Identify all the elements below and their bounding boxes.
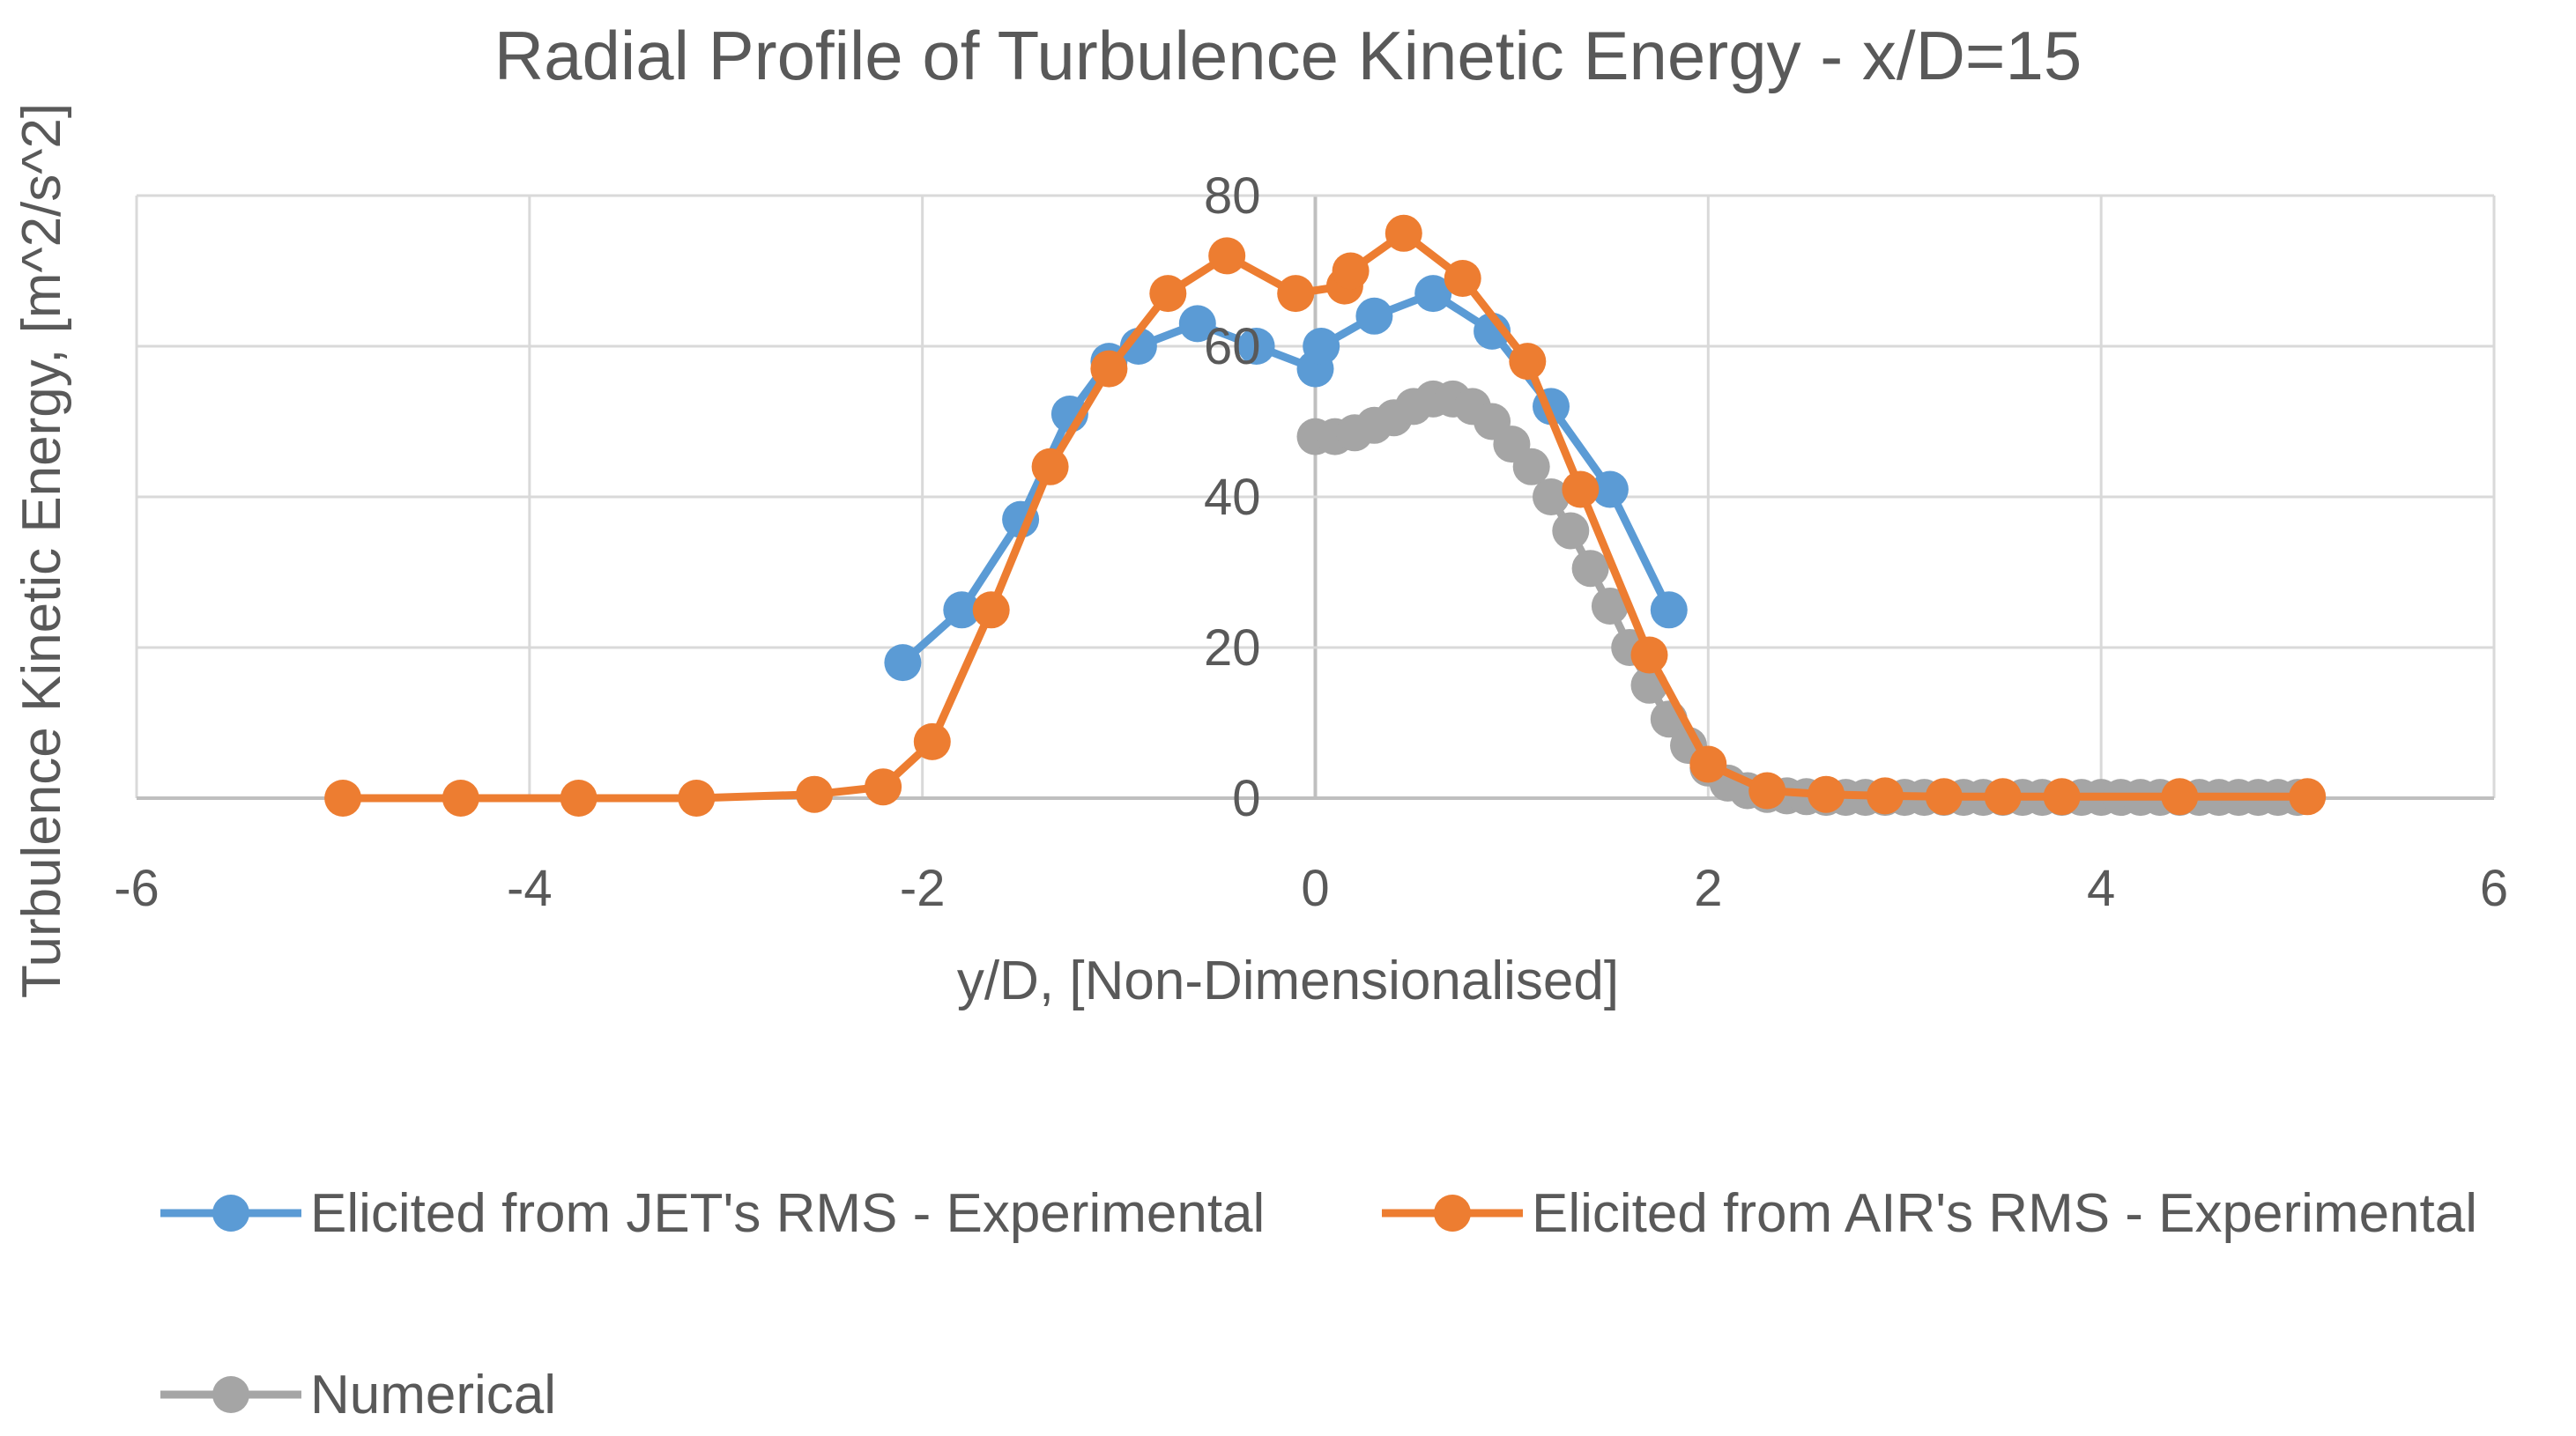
data-point bbox=[1689, 745, 1727, 783]
data-point bbox=[1090, 350, 1128, 388]
data-point bbox=[1178, 305, 1216, 343]
data-point bbox=[1355, 297, 1393, 335]
data-point bbox=[1571, 550, 1609, 588]
legend-item-air[interactable]: Elicited from AIR's RMS - Experimental bbox=[1378, 1173, 2477, 1253]
x-tick-label: -6 bbox=[114, 860, 160, 917]
series-line bbox=[343, 229, 2308, 803]
x-tick-label: -4 bbox=[507, 860, 553, 917]
y-tick-label: 60 bbox=[1204, 318, 1261, 375]
legend-marker-numerical bbox=[160, 1376, 301, 1413]
data-point bbox=[796, 775, 834, 813]
legend-label-jet: Elicited from JET's RMS - Experimental bbox=[310, 1182, 1266, 1244]
data-point bbox=[1512, 448, 1550, 485]
data-point bbox=[913, 722, 951, 760]
y-axis-label: Turbulence Kinetic Energy, [m^2/s^2] bbox=[11, 102, 72, 999]
data-point bbox=[1748, 772, 1786, 810]
y-tick-label: 80 bbox=[1204, 167, 1261, 225]
data-point bbox=[1414, 275, 1452, 313]
legend-item-jet[interactable]: Elicited from JET's RMS - Experimental bbox=[157, 1173, 1265, 1253]
legend-label-numerical: Numerical bbox=[310, 1364, 557, 1425]
data-point bbox=[1925, 778, 1963, 816]
y-tick-label: 20 bbox=[1204, 619, 1261, 677]
data-point bbox=[884, 644, 922, 682]
data-point bbox=[2161, 778, 2199, 816]
data-point bbox=[1277, 275, 1315, 313]
data-point bbox=[1867, 777, 1904, 815]
data-point bbox=[324, 780, 362, 817]
data-point bbox=[1237, 328, 1275, 365]
data-point bbox=[1562, 470, 1600, 508]
data-point bbox=[1031, 448, 1069, 485]
data-point bbox=[1591, 588, 1629, 625]
data-point bbox=[1149, 275, 1187, 313]
legend-label-air: Elicited from AIR's RMS - Experimental bbox=[1532, 1182, 2478, 1244]
x-tick-label: 6 bbox=[2480, 860, 2508, 917]
x-tick-label: 0 bbox=[1301, 860, 1329, 917]
y-tick-label: 0 bbox=[1232, 770, 1260, 827]
data-point bbox=[1444, 260, 1481, 297]
data-point bbox=[1984, 778, 2022, 816]
legend-marker-air bbox=[1382, 1195, 1523, 1232]
series-line bbox=[1315, 395, 2298, 802]
series-layer bbox=[324, 214, 2327, 817]
chart-title: Radial Profile of Turbulence Kinetic Ene… bbox=[494, 17, 2082, 94]
legend-item-numerical[interactable]: Numerical bbox=[157, 1355, 556, 1434]
x-tick-label: -2 bbox=[900, 860, 946, 917]
data-point bbox=[1650, 591, 1688, 629]
data-point bbox=[1591, 470, 1629, 508]
data-point bbox=[1385, 214, 1422, 252]
data-point bbox=[1332, 252, 1370, 290]
data-point bbox=[1509, 343, 1547, 381]
data-point bbox=[560, 780, 598, 817]
x-tick-label: 4 bbox=[2087, 860, 2115, 917]
data-point bbox=[2043, 778, 2081, 816]
data-point bbox=[1208, 237, 1246, 275]
gridlines bbox=[135, 194, 2496, 800]
data-point bbox=[442, 780, 479, 817]
series-line bbox=[900, 289, 1673, 666]
legend-marker-jet bbox=[160, 1195, 301, 1232]
y-tick-label: 40 bbox=[1204, 469, 1261, 526]
data-point bbox=[972, 591, 1010, 629]
data-point bbox=[2289, 778, 2327, 816]
x-tick-label: 2 bbox=[1694, 860, 1722, 917]
x-axis-label: y/D, [Non-Dimensionalised] bbox=[956, 951, 1620, 1011]
data-point bbox=[1808, 775, 1845, 813]
data-point bbox=[1552, 512, 1590, 550]
data-point bbox=[1303, 328, 1340, 365]
data-point bbox=[678, 780, 716, 817]
data-point bbox=[1630, 636, 1668, 674]
data-point bbox=[1533, 478, 1570, 515]
data-point bbox=[865, 768, 902, 806]
data-point bbox=[943, 591, 981, 629]
